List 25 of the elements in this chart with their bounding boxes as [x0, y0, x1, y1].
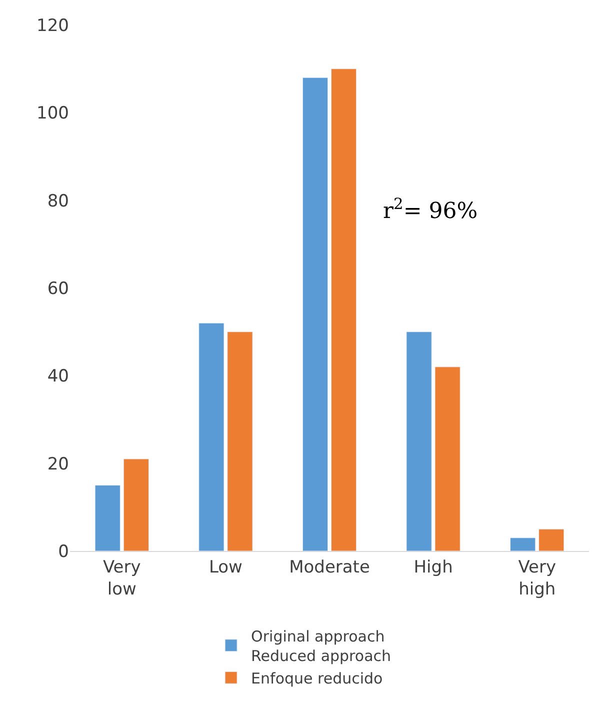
bar	[302, 77, 328, 551]
bar	[510, 538, 536, 551]
y-tick-label: 100	[36, 104, 69, 124]
x-tick-label: Very low	[102, 557, 141, 600]
bar	[227, 332, 253, 551]
legend-label: Original approach Reduced approach	[251, 627, 392, 665]
x-tick-label: High	[414, 557, 453, 578]
bar	[434, 366, 460, 551]
x-tick-label: Moderate	[289, 557, 370, 578]
y-tick-label: 60	[47, 278, 69, 299]
y-tick-label: 120	[36, 16, 69, 36]
bar	[123, 458, 149, 551]
x-tick-label: Very high	[518, 557, 556, 600]
bar	[198, 322, 224, 551]
y-tick-label: 20	[47, 454, 69, 474]
bar	[538, 528, 564, 551]
y-tick-label: 80	[47, 191, 69, 212]
x-tick-label: Low	[208, 557, 243, 578]
legend-label: Enfoque reducido	[251, 669, 383, 688]
bar	[406, 332, 432, 551]
bar	[94, 485, 120, 551]
bar	[330, 68, 357, 551]
y-tick-label: 0	[58, 542, 69, 562]
y-tick-label: 40	[47, 366, 69, 387]
annotation: r$^{2}$= 96%	[383, 195, 478, 224]
